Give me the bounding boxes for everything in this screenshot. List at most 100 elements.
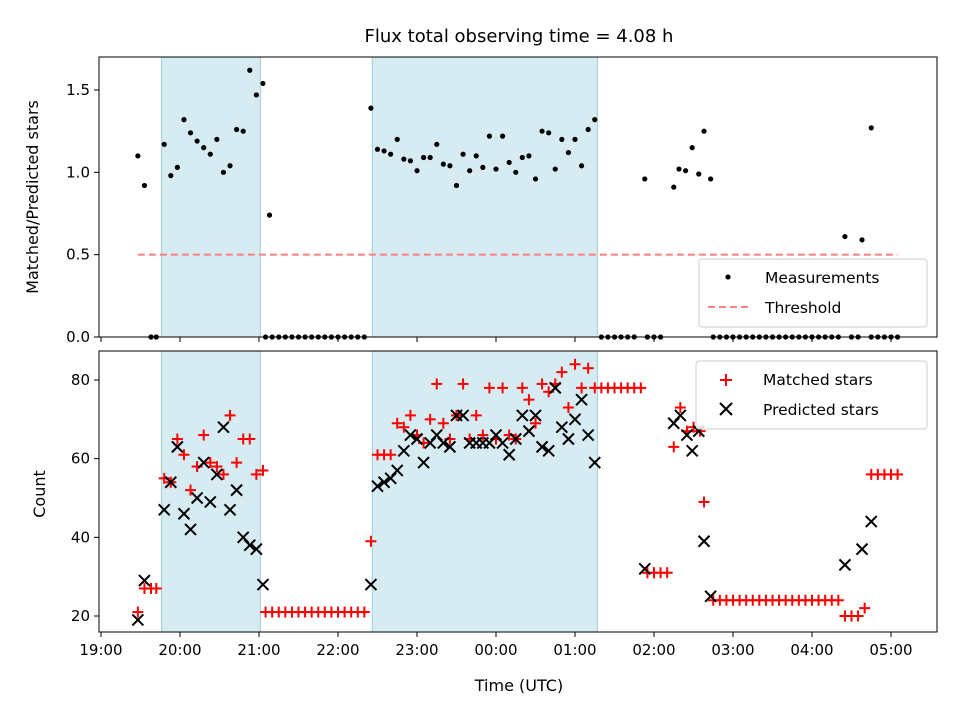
legend-threshold-label: Threshold bbox=[764, 299, 841, 317]
chart-title: Flux total observing time = 4.08 h bbox=[365, 26, 674, 47]
measurement-point bbox=[539, 128, 545, 134]
measurement-point bbox=[187, 130, 194, 136]
predicted-star-point bbox=[437, 436, 450, 450]
measurement-point bbox=[671, 184, 677, 190]
matched-star-point bbox=[852, 610, 864, 622]
matched-star-point bbox=[171, 433, 183, 445]
count-y-tick-label: 20 bbox=[71, 607, 90, 625]
matched-star-point bbox=[832, 594, 844, 606]
count-legend-box bbox=[695, 360, 928, 430]
predicted-star-point bbox=[184, 523, 197, 536]
matched-star-point bbox=[576, 382, 588, 394]
matched-star-point bbox=[562, 402, 574, 414]
measurement-point bbox=[174, 164, 180, 170]
measurement-point bbox=[532, 176, 539, 182]
measurement-point bbox=[486, 133, 493, 139]
matched-star-point bbox=[698, 496, 710, 508]
predicted-star-point bbox=[674, 409, 687, 422]
matched-star-point bbox=[178, 449, 190, 461]
matched-star-point bbox=[483, 382, 495, 394]
measurement-point bbox=[467, 168, 473, 174]
measurement-point bbox=[701, 128, 707, 134]
legend-measurements-label: Measurements bbox=[765, 269, 880, 287]
measurement-point bbox=[266, 212, 273, 218]
x-tick-label: 05:00 bbox=[869, 641, 912, 659]
matched-star-point bbox=[635, 382, 647, 394]
legend-matched-marker bbox=[720, 374, 732, 386]
ratio-legend-box bbox=[698, 258, 928, 328]
matched-star-point bbox=[516, 382, 528, 394]
matched-star-point bbox=[257, 464, 269, 476]
measurement-point bbox=[480, 164, 486, 170]
predicted-star-point bbox=[638, 562, 651, 576]
count-legend: Matched stars Predicted stars bbox=[695, 360, 928, 430]
predicted-star-point bbox=[855, 542, 869, 556]
matched-star-point bbox=[497, 382, 509, 394]
count-panel: 19:00 20:00 21:00 22:00 23:00 00:00 01:00 02:00… bbox=[30, 350, 938, 695]
ratio-panel-frame bbox=[98, 56, 938, 338]
observing-window-shade bbox=[371, 56, 598, 338]
measurement-point bbox=[708, 176, 714, 182]
measurement-point bbox=[642, 176, 648, 182]
predicted-star-point bbox=[230, 483, 243, 497]
predicted-star-point bbox=[575, 393, 588, 406]
predicted-star-point bbox=[555, 420, 569, 434]
predicted-star-point bbox=[685, 444, 699, 458]
measurement-point bbox=[420, 154, 427, 161]
predicted-star-point bbox=[542, 444, 555, 458]
legend-measurements-marker bbox=[725, 274, 731, 280]
predicted-star-point bbox=[164, 476, 177, 489]
predicted-star-point bbox=[197, 456, 210, 469]
ratio-panel: 0.0 0.5 1.0 1.5 Matched/Predicted stars Mea… bbox=[23, 56, 938, 346]
matched-star-point bbox=[365, 535, 377, 547]
predicted-star-point bbox=[568, 413, 582, 426]
measurement-point bbox=[559, 136, 565, 142]
x-tick-label: 02:00 bbox=[632, 641, 675, 659]
predicted-star-point bbox=[397, 444, 411, 458]
predicted-star-point bbox=[502, 448, 516, 461]
predicted-star-point bbox=[522, 424, 536, 438]
matched-star-point bbox=[391, 417, 403, 429]
predicted-star-point bbox=[549, 381, 562, 395]
measurement-point bbox=[401, 156, 407, 162]
ratio-y-tick-label: 0.0 bbox=[66, 328, 90, 346]
predicted-star-point bbox=[535, 440, 549, 454]
matched-star-point bbox=[404, 409, 416, 421]
measurement-point bbox=[499, 133, 506, 139]
predicted-star-point bbox=[516, 409, 529, 422]
x-tick-label: 01:00 bbox=[553, 641, 596, 659]
predicted-star-point bbox=[404, 428, 417, 442]
measurement-point bbox=[427, 154, 433, 161]
predicted-star-point bbox=[371, 479, 384, 493]
measurement-point bbox=[447, 163, 453, 169]
predicted-star-point bbox=[210, 468, 224, 481]
matched-star-point bbox=[398, 421, 410, 433]
measurement-point bbox=[234, 126, 240, 133]
count-panel-frame bbox=[98, 350, 938, 633]
matched-star-point bbox=[358, 606, 370, 618]
x-tick-label: 04:00 bbox=[790, 641, 833, 659]
predicted-star-point bbox=[131, 613, 145, 627]
measurement-point bbox=[585, 126, 591, 133]
predicted-star-point bbox=[865, 515, 878, 528]
predicted-star-point bbox=[223, 503, 237, 517]
matched-star-point bbox=[424, 413, 436, 425]
observing-window-shade bbox=[161, 350, 261, 633]
predicted-star-point bbox=[391, 464, 404, 477]
matched-star-point bbox=[431, 378, 443, 390]
x-tick-label: 19:00 bbox=[79, 641, 122, 659]
predicted-star-point bbox=[243, 538, 256, 552]
count-y-tick-label: 40 bbox=[71, 528, 90, 546]
measurement-point bbox=[519, 154, 525, 161]
matched-star-point bbox=[477, 429, 489, 441]
predicted-star-point bbox=[364, 578, 378, 591]
predicted-star-point bbox=[588, 456, 601, 469]
matched-star-point bbox=[385, 449, 397, 461]
count-y-tick-label: 80 bbox=[71, 371, 90, 389]
predicted-star-point bbox=[581, 428, 595, 442]
predicted-star-point bbox=[529, 409, 542, 422]
matched-star-point bbox=[204, 457, 216, 469]
predicted-star-point bbox=[443, 440, 457, 454]
matched-star-point bbox=[231, 457, 243, 469]
measurement-point bbox=[434, 141, 440, 147]
